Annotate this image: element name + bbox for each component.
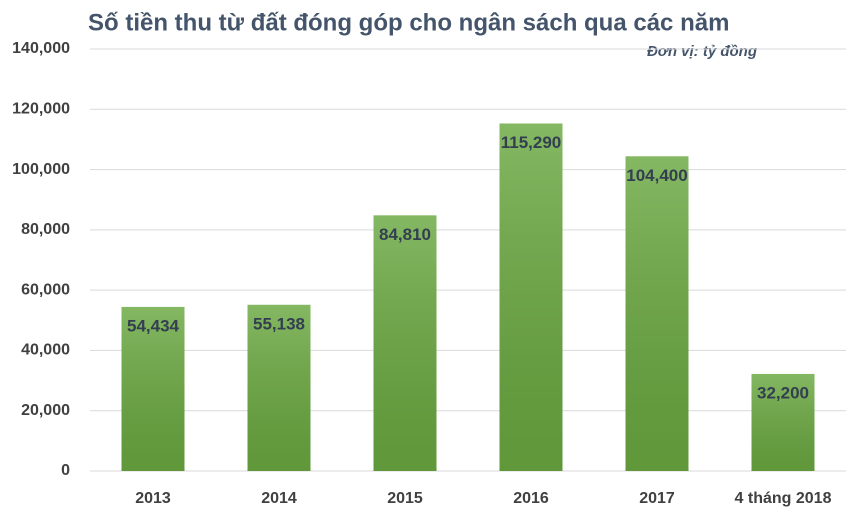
chart-subtitle: Đơn vị: tỷ đồng [647, 43, 757, 60]
x-tick-label: 2017 [639, 490, 675, 507]
x-tick-label: 2015 [387, 490, 423, 507]
value-label: 55,138 [253, 314, 305, 333]
bar-shade [751, 373, 815, 471]
y-tick-label: 100,000 [12, 161, 70, 178]
x-tick-label: 2013 [135, 490, 171, 507]
chart-title: Số tiền thu từ đất đóng góp cho ngân sác… [88, 9, 729, 36]
bar-shade [625, 156, 689, 471]
y-tick-label: 140,000 [12, 40, 70, 57]
x-tick-label: 2014 [261, 490, 297, 507]
value-label: 32,200 [757, 383, 809, 402]
bar-shade [373, 215, 437, 471]
y-tick-label: 20,000 [21, 402, 70, 419]
bar-shade [499, 123, 563, 471]
y-tick-label: 0 [61, 462, 70, 479]
x-tick-label: 4 tháng 2018 [735, 490, 832, 507]
y-tick-label: 120,000 [12, 101, 70, 118]
x-tick-label: 2016 [513, 490, 549, 507]
value-label: 115,290 [501, 133, 562, 152]
bar-shade [121, 306, 185, 471]
value-label: 104,400 [626, 166, 687, 185]
y-tick-label: 80,000 [21, 221, 70, 238]
y-tick-label: 40,000 [21, 342, 70, 359]
value-label: 54,434 [127, 316, 180, 335]
value-label: 84,810 [379, 225, 431, 244]
y-tick-label: 60,000 [21, 281, 70, 298]
bar-shade [247, 304, 311, 471]
